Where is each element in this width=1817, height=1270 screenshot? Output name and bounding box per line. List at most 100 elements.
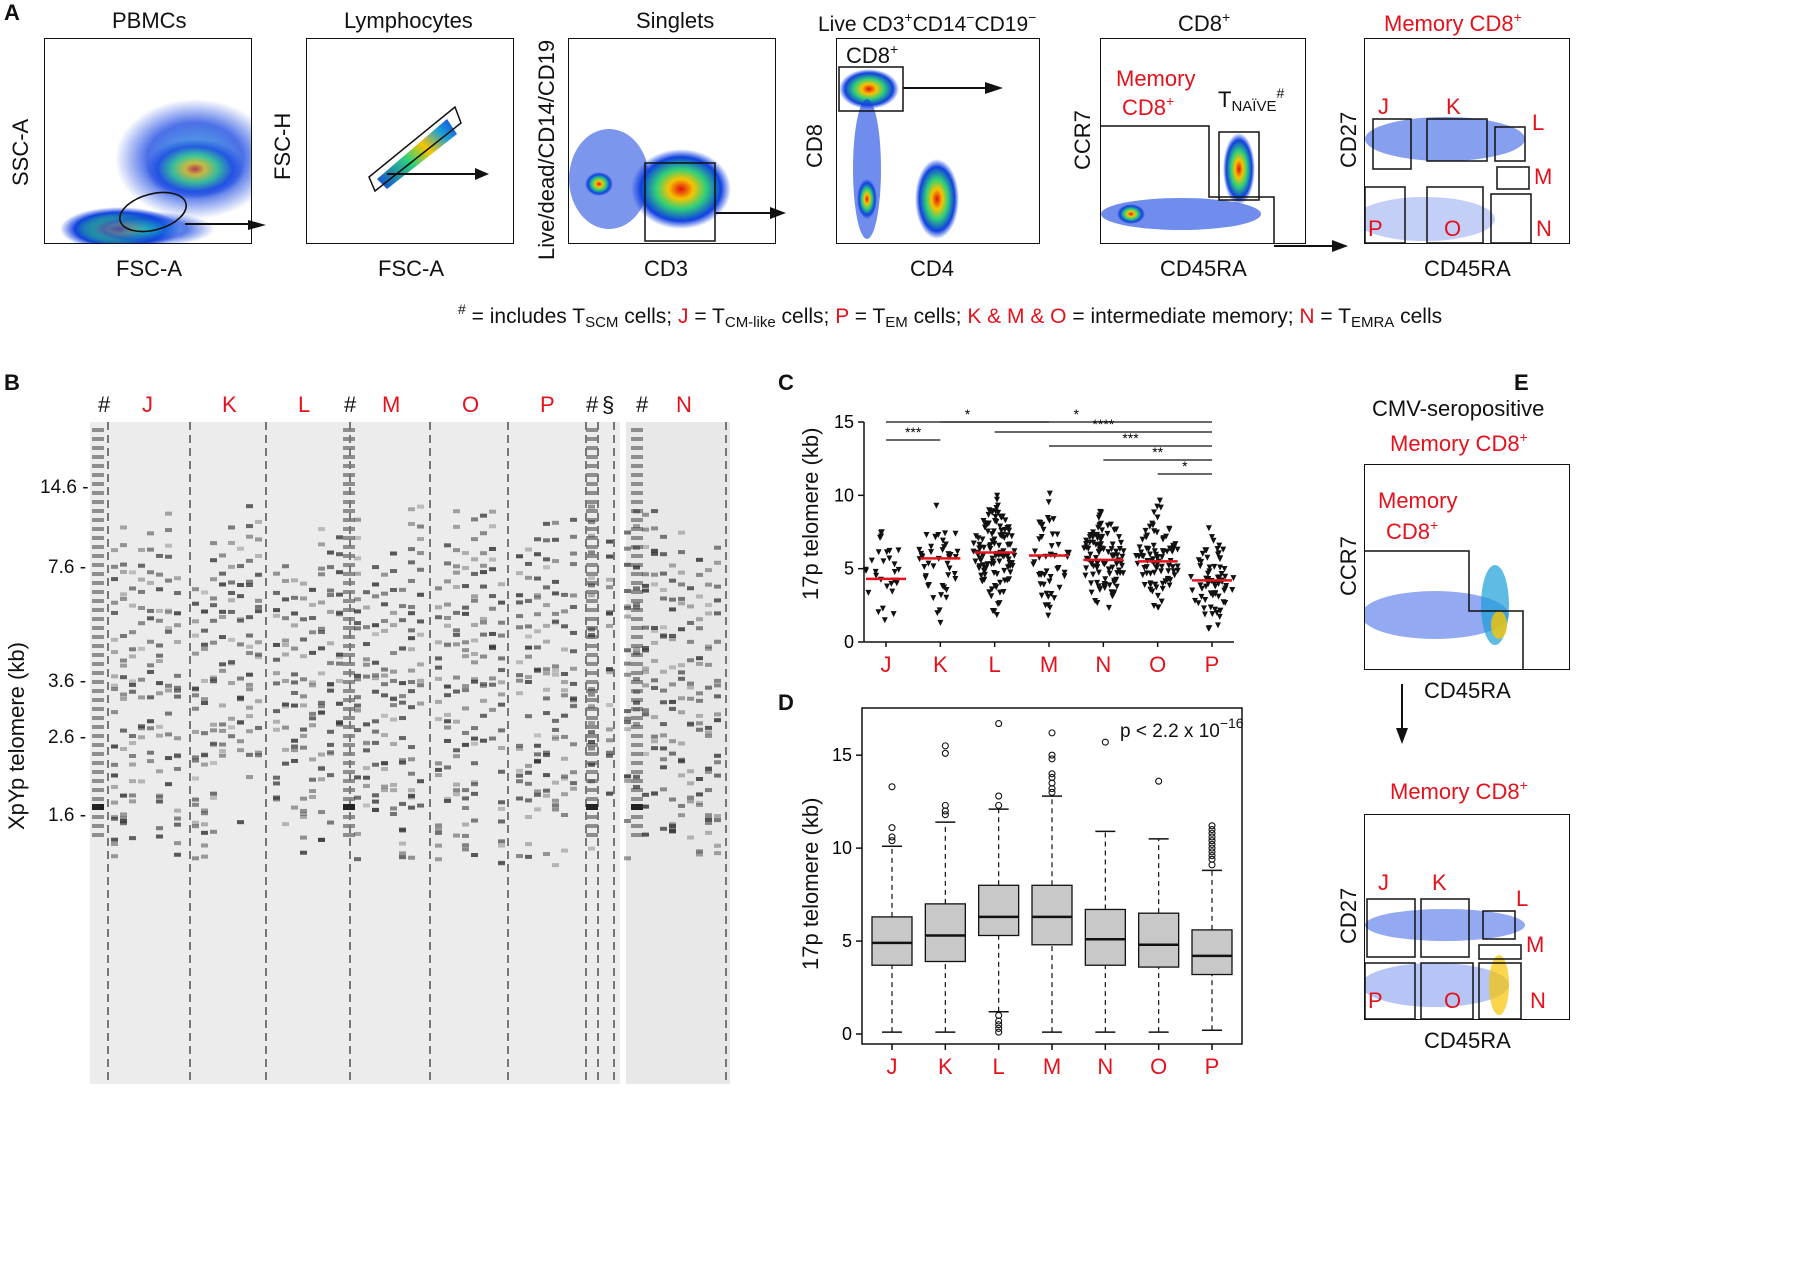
plot-lymphocytes [306,38,514,244]
gel-band [687,639,694,644]
gel-ladder-band [631,455,643,459]
gel-band [201,701,208,706]
gel-band [606,670,613,675]
gel-band [255,604,262,609]
gel-band [696,849,703,854]
gel-band [354,728,361,733]
gel-band [390,678,397,683]
gel-band [417,619,424,624]
c-point [996,542,1003,549]
gel-band [534,807,541,812]
gel-band [165,756,172,761]
gel-band [642,804,649,809]
gel-band [219,609,226,614]
c-point [1064,549,1071,556]
gel-band [399,716,406,721]
gel-band [219,742,226,747]
gel-band [669,563,676,568]
gel-band [408,578,415,583]
c-point [989,538,996,545]
c-point [939,537,946,544]
gel-band [660,722,667,727]
c-point [878,529,885,536]
gel-band [606,585,613,590]
c-point [928,543,935,550]
gel-band [444,642,451,647]
gel-band [291,690,298,695]
gel-band [201,830,208,835]
gel-band [363,662,370,667]
gel-band [174,623,181,628]
c-point [1105,566,1112,573]
gel-image-right [626,422,730,1084]
d-ytick-label: 10 [832,838,852,858]
gel-band [687,781,694,786]
gel-band [372,762,379,767]
c-ytick-label: 15 [834,412,854,432]
gel-band [642,792,649,797]
gel-band [246,705,253,710]
gel-band [138,621,145,626]
gel-band [129,603,136,608]
gel-band [714,611,721,616]
gel-band [201,642,208,647]
c-point [895,547,902,554]
e-bottom-xlabel: CD45RA [1424,1028,1511,1053]
c-point [978,572,985,579]
c-point [1047,573,1054,580]
gel-ladder-band [631,833,643,837]
gel-band [588,762,595,767]
c-point [1151,548,1158,555]
c-point [1045,612,1052,619]
gel-band [471,598,478,603]
gel-band [588,627,595,632]
gel-ladder-band [586,644,598,648]
gel-band [354,571,361,576]
gel-ladder-band [631,734,643,738]
gel-ladder-band [586,743,598,747]
gel-band [516,554,523,559]
gel-band [273,671,280,676]
gel-band [705,813,712,818]
c-point [985,520,992,527]
gel-band [300,814,307,819]
c-point [990,528,997,535]
c-point [986,543,993,550]
gel-band [525,634,532,639]
gel-band [237,748,244,753]
gel-band [174,808,181,813]
gel-ladder-band [631,464,643,468]
c-point [1199,550,1206,557]
c-point [1102,576,1109,583]
gel-band [480,682,487,687]
gel-band [534,789,541,794]
lane-label-m: M [382,392,401,417]
gel-band [561,688,568,693]
gel-band [327,688,334,693]
gel-band [480,531,487,536]
gel-band [498,819,505,824]
gel-band [543,521,550,526]
d-outlier [1208,837,1216,845]
gel-band [462,730,469,735]
gel-band [372,793,379,798]
gel-band [255,655,262,660]
gel-band [651,582,658,587]
arrow-a3 [716,207,786,219]
gel-band [570,649,577,654]
c-point [952,554,959,561]
gel-band [624,546,631,551]
gel-band [534,595,541,600]
gel-band [417,551,424,556]
gel-band [489,707,496,712]
gel-ladder-band [631,500,643,504]
gel-ladder-band [92,500,104,504]
gel-band [525,561,532,566]
d-outlier [995,1021,1003,1029]
gel-ladder-band [92,527,104,531]
c-point [1082,572,1089,579]
c-point [890,611,897,618]
gel-band [651,686,658,691]
gel-band [327,550,334,555]
d-box [1138,912,1180,968]
